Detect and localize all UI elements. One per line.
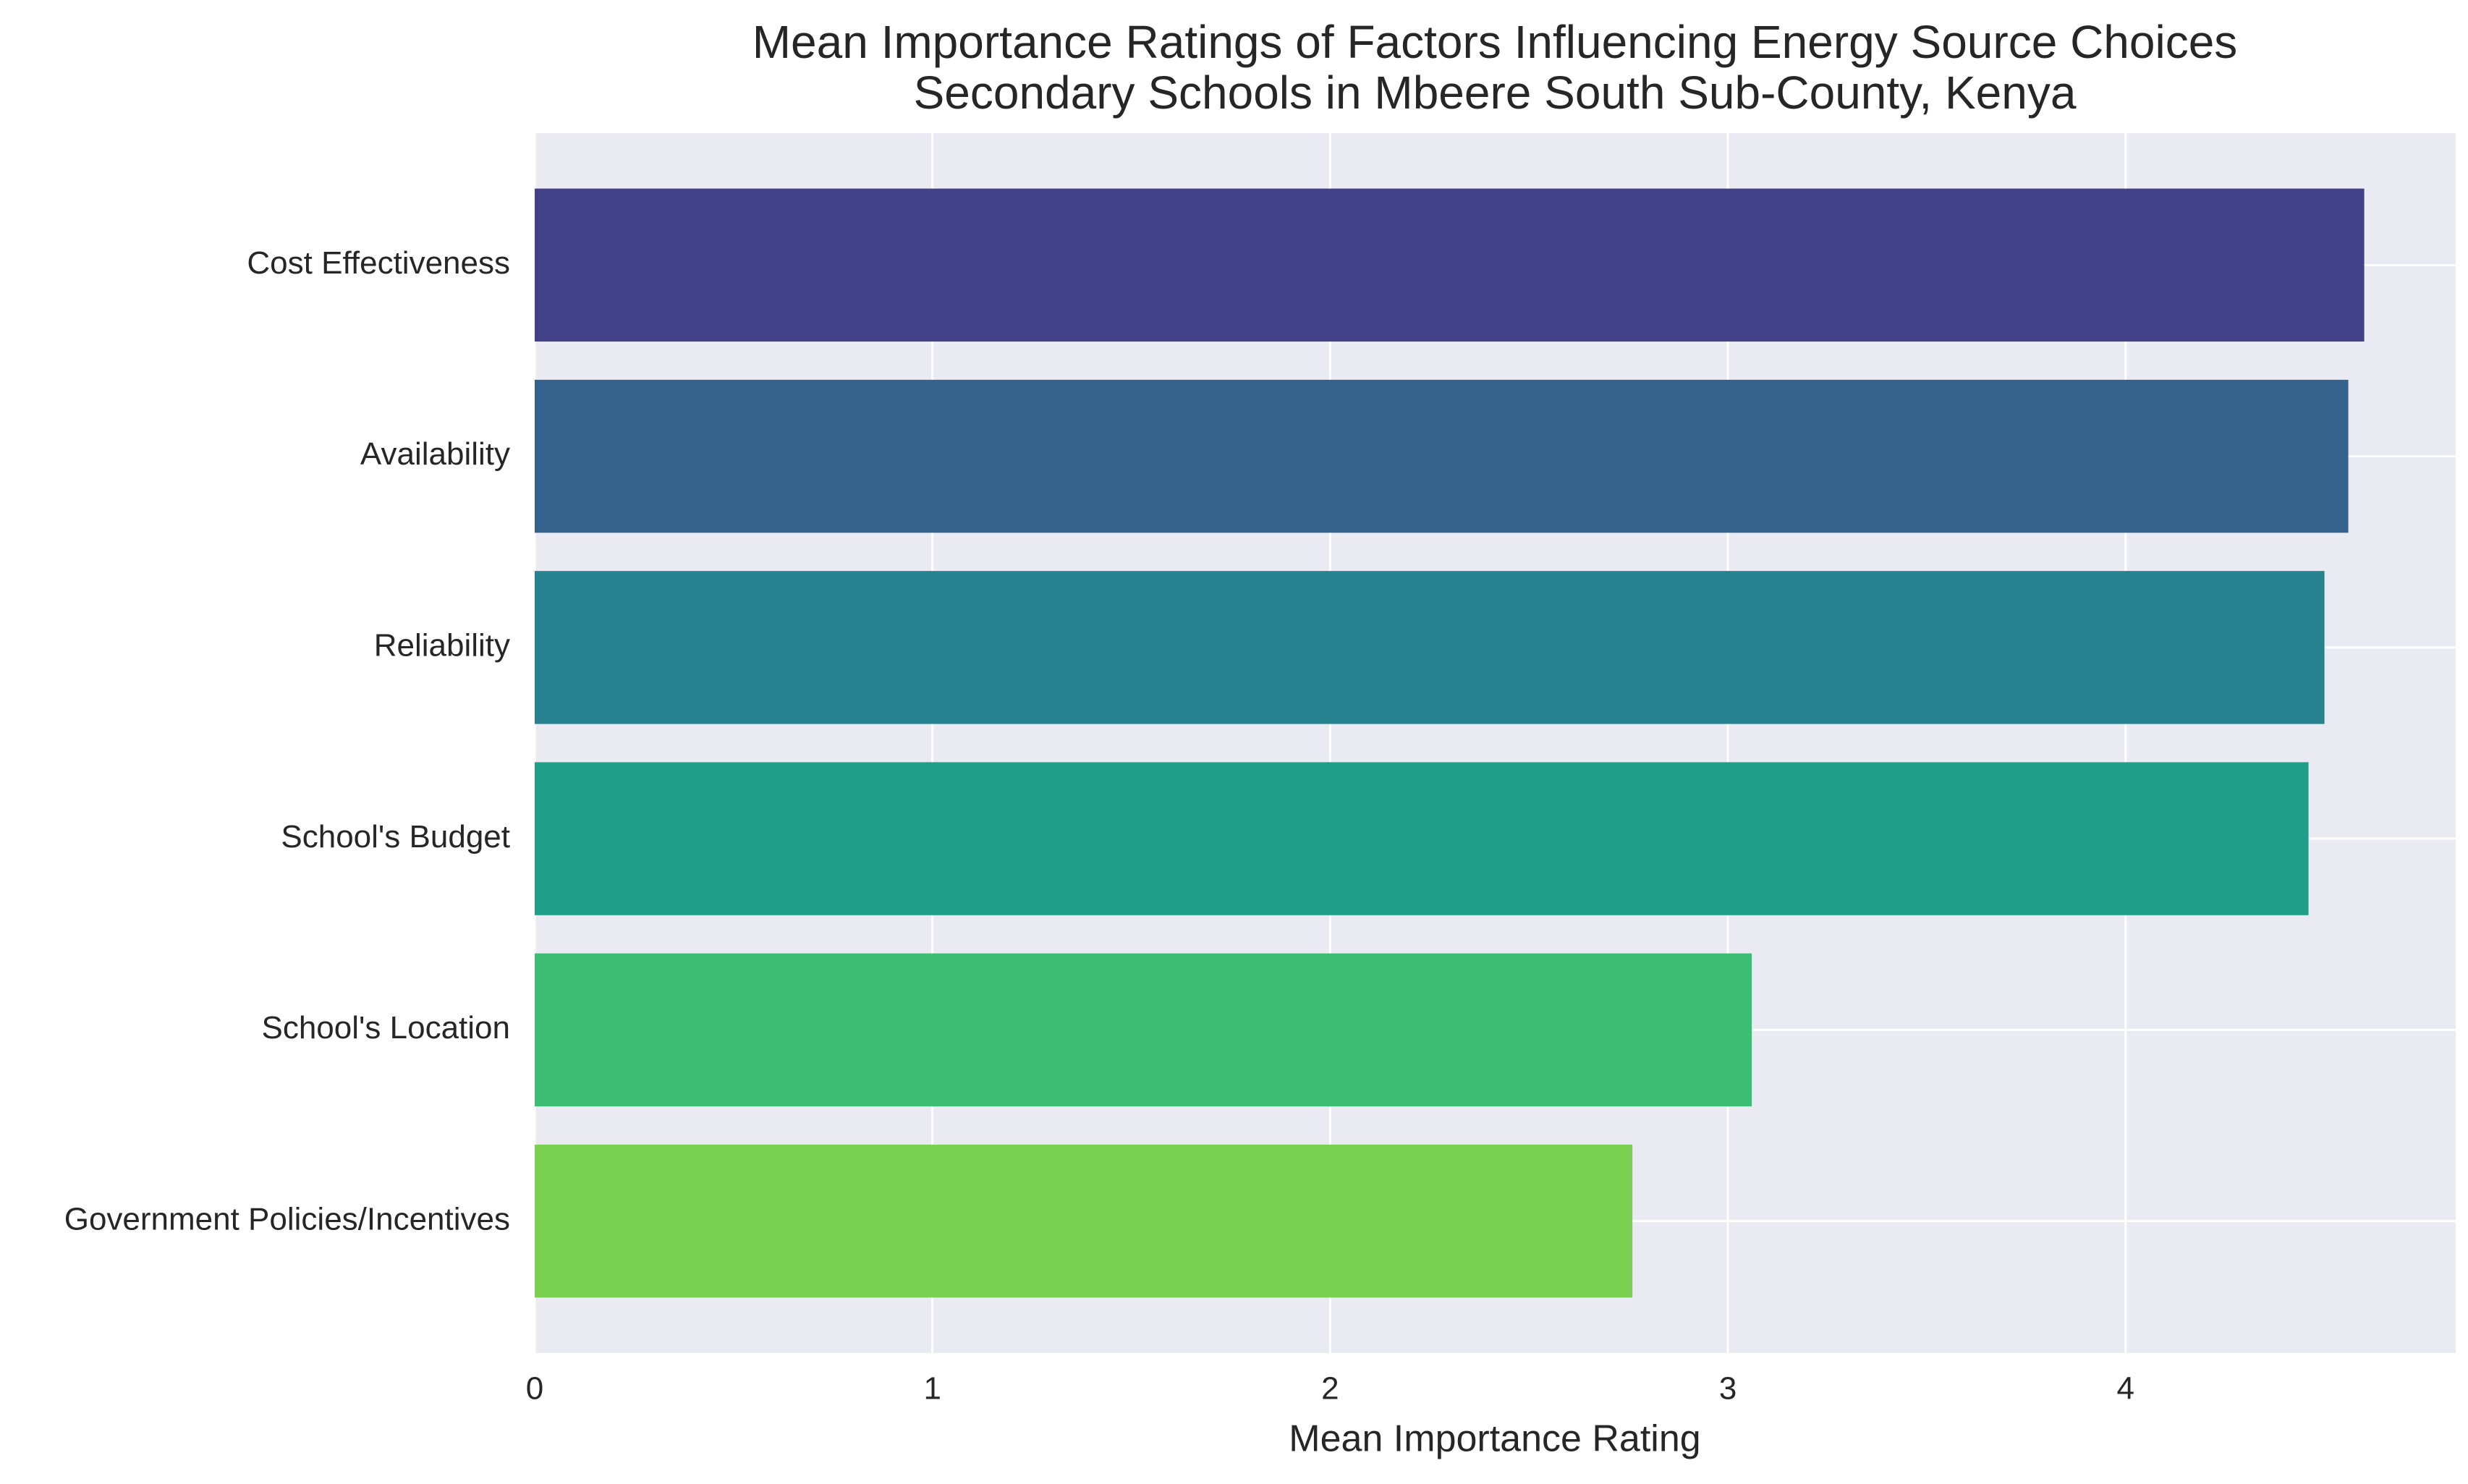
x-tick-label: 3: [1719, 1371, 1736, 1407]
x-tick-label: 2: [1321, 1371, 1339, 1407]
y-tick-label: Reliability: [374, 627, 510, 663]
bar: [535, 571, 2325, 724]
x-axis-label: Mean Importance Rating: [1289, 1418, 1700, 1460]
bar: [535, 379, 2349, 533]
chart-subtitle: Secondary Schools in Mbeere South Sub-Co…: [914, 67, 2077, 119]
chart-title: Mean Importance Ratings of Factors Influ…: [752, 16, 2238, 68]
x-tick-label: 4: [2117, 1371, 2134, 1407]
x-tick-label: 1: [923, 1371, 941, 1407]
y-tick-label: School's Budget: [281, 819, 510, 855]
y-tick-label: School's Location: [261, 1010, 510, 1046]
x-tick-label: 0: [526, 1371, 543, 1407]
y-tick-label: Availability: [360, 436, 510, 472]
bar: [535, 188, 2365, 342]
y-tick-label: Government Policies/Incentives: [64, 1201, 510, 1237]
bar: [535, 1144, 1633, 1298]
y-tick-label: Cost Effectiveness: [247, 245, 510, 281]
bar: [535, 762, 2309, 915]
bar: [535, 953, 1752, 1107]
